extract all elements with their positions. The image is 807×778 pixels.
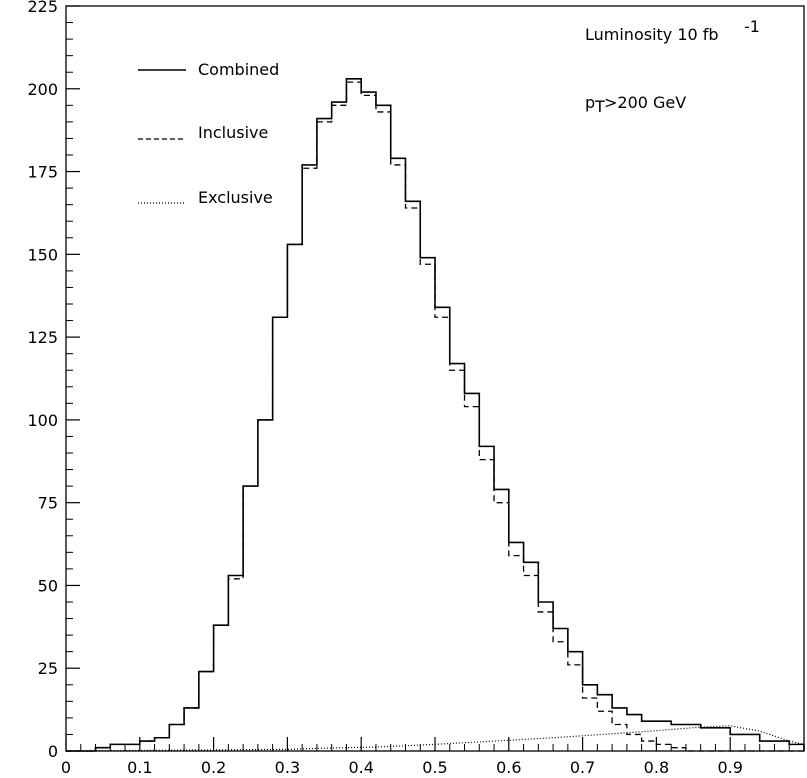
series-inclusive-line [66,81,804,752]
x-axis: 0 0.1 0.2 0.3 0.4 0.5 0.6 0.7 0.8 0.9 [61,737,790,777]
x-tick-label: 0.7 [570,758,595,777]
y-tick-label: 150 [27,245,58,264]
x-tick-label: 0.8 [644,758,669,777]
annotations: Luminosity 10 fb -1 p T >200 GeV [585,17,760,116]
series-exclusive-line [65,725,805,752]
x-tick-label: 0.3 [275,758,300,777]
y-tick-label: 225 [27,0,58,16]
y-tick-label: 175 [27,163,58,182]
legend: Combined Inclusive Exclusive [138,60,279,207]
y-tick-label: 200 [27,80,58,99]
x-tick-label: 0.6 [496,758,521,777]
x-tick-label: 0.4 [348,758,373,777]
y-tick-label: 0 [48,742,58,761]
y-axis: 0 25 50 75 100 125 150 175 200 225 [27,0,80,761]
luminosity-annotation: Luminosity 10 fb [585,25,719,44]
legend-label-exclusive: Exclusive [198,188,273,207]
pt-subscript: T [594,97,605,116]
y-tick-label: 100 [27,411,58,430]
pt-symbol: p [585,93,595,112]
legend-label-inclusive: Inclusive [198,123,268,142]
pt-cut: >200 GeV [604,93,686,112]
x-tick-label: 0.2 [201,758,226,777]
series-combined-line [66,78,805,752]
x-tick-label: 0.5 [422,758,447,777]
x-tick-label: 0.9 [717,758,742,777]
x-tick-label: 0.1 [127,758,152,777]
y-tick-label: 75 [38,494,58,513]
plot-frame [65,5,805,752]
y-tick-label: 125 [27,328,58,347]
legend-label-combined: Combined [198,60,279,79]
series-group [65,78,805,752]
x-tick-label: 0 [61,758,71,777]
y-tick-label: 50 [38,576,58,595]
luminosity-superscript: -1 [744,17,760,36]
y-tick-label: 25 [38,659,58,678]
